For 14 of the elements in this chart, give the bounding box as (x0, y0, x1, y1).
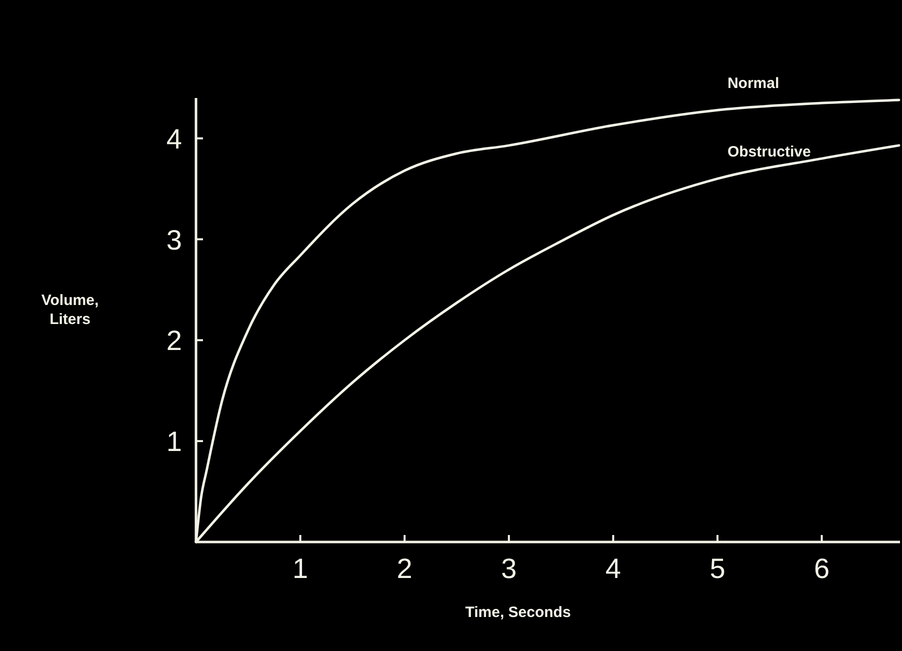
x-tick-label: 4 (605, 553, 621, 584)
series-label: Obstructive (727, 144, 811, 161)
series-label: Normal (727, 75, 780, 92)
x-tick-label: 3 (501, 553, 517, 584)
y-tick-label: 2 (166, 325, 182, 356)
x-tick-label: 6 (814, 553, 830, 584)
x-tick-label: 2 (396, 553, 412, 584)
y-tick-label: 1 (166, 426, 182, 458)
y-axis-title: Volume, Liters (41, 292, 99, 328)
x-axis-title: Time, Seconds (465, 604, 571, 621)
y-tick-label: 3 (166, 224, 182, 256)
x-tick-label: 1 (292, 553, 308, 584)
y-tick-label: 4 (166, 123, 182, 154)
x-tick-label: 5 (710, 553, 726, 584)
